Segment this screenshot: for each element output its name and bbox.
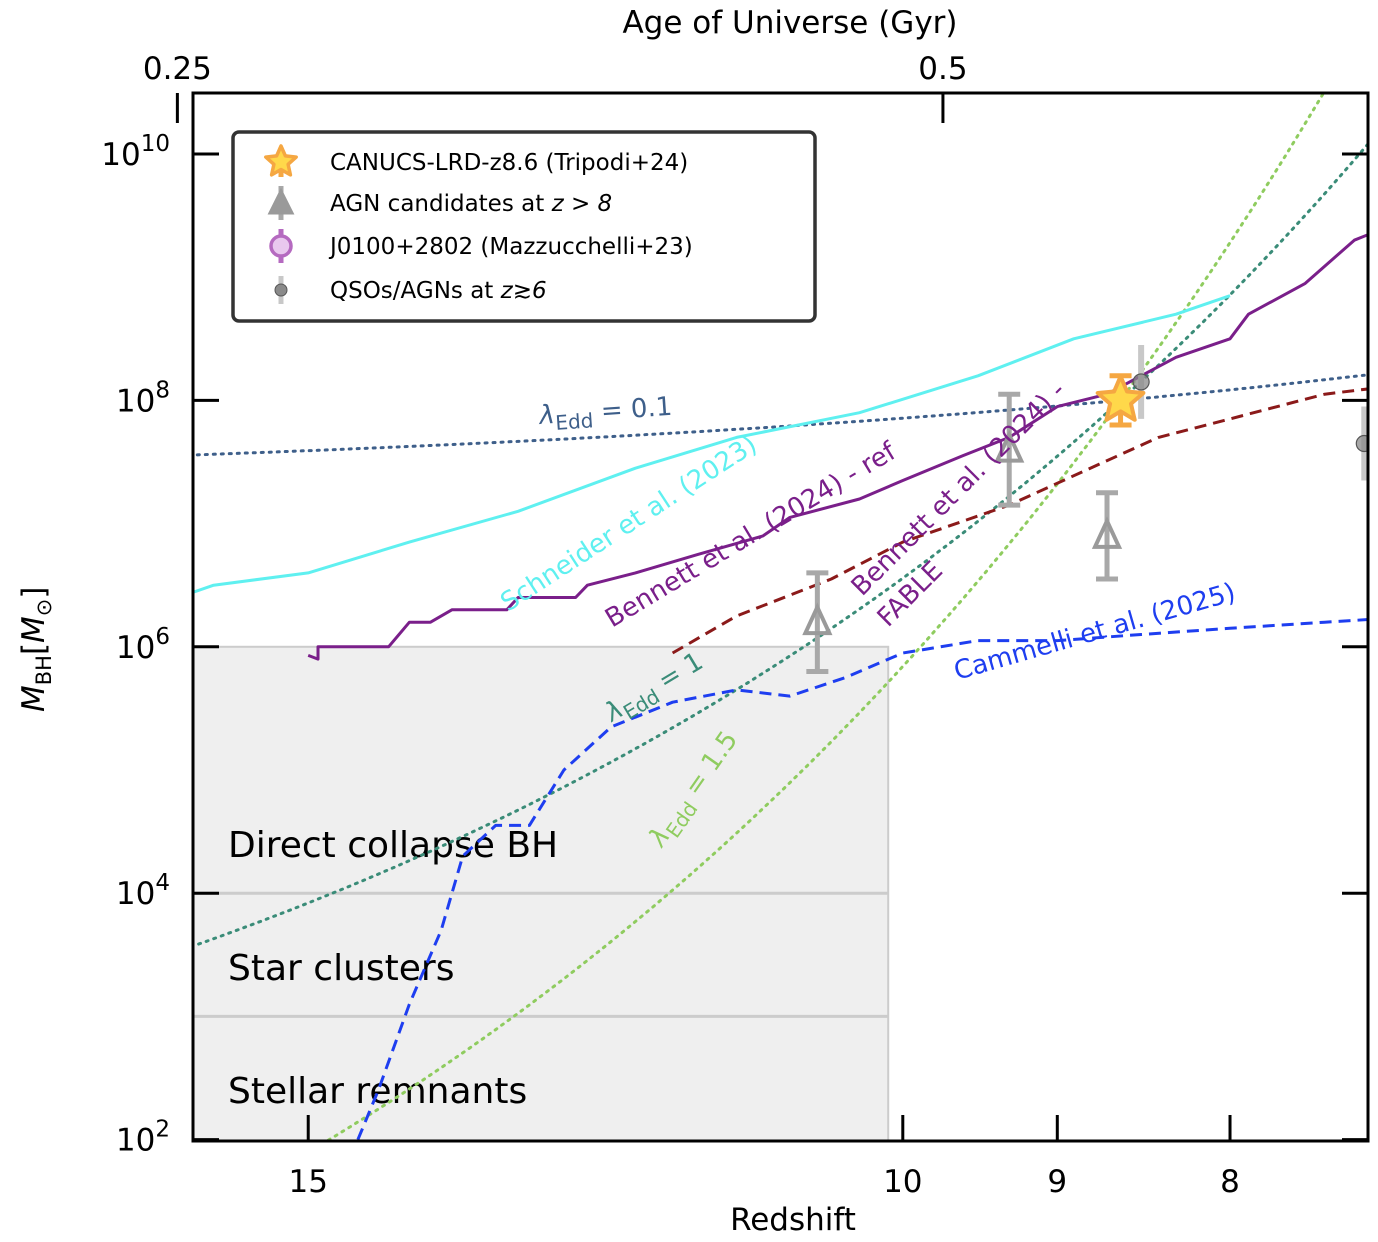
x-tick-label: 10: [883, 1164, 922, 1200]
y-tick-label: 108: [116, 377, 170, 419]
legend-label: QSOs/AGNs at z≳6: [330, 278, 547, 304]
legend-label: AGN candidates at z > 8: [330, 191, 612, 217]
agn-candidate-point: [802, 602, 833, 636]
agn-candidate-point: [1091, 516, 1123, 549]
model-curves: [193, 233, 1368, 1141]
seed-regions: Direct collapse BH Star clusters Stellar r…: [193, 645, 890, 1141]
data-points: [802, 344, 1368, 674]
eddington-track: [193, 373, 1368, 457]
seed-region-label: Star clusters: [228, 948, 454, 989]
model-curve: [193, 294, 1231, 594]
y-tick-label: 104: [116, 870, 170, 912]
seed-region-label: Stellar remnants: [228, 1071, 527, 1112]
top-tick-label: 0.5: [918, 51, 967, 87]
legend-triangle-marker: [267, 187, 295, 215]
y-tick-label: 106: [116, 624, 170, 666]
axes: 201510987610210410610810100.250.50.751.0…: [16, 5, 1370, 1238]
x-tick-label: 15: [288, 1164, 327, 1200]
qso-point: [1132, 373, 1150, 391]
y-tick-label: 102: [116, 1117, 170, 1159]
canucs-point: [1095, 374, 1146, 422]
eddington-track: [193, 141, 1368, 948]
model-curve: [307, 233, 1368, 661]
legend-box: [231, 130, 817, 323]
top-tick-label: 0.25: [143, 51, 212, 87]
legend: CANUCS-LRD-z8.6 (Tripodi+24) AGN candidat…: [231, 130, 817, 323]
legend-star-marker: [264, 144, 298, 177]
x-tick-label: 8: [1220, 1164, 1240, 1200]
legend-qso-marker: [274, 283, 288, 297]
label-schneider: Schneider et al. (2023): [495, 430, 762, 618]
legend-circle-marker: [269, 234, 293, 258]
model-curve: [356, 618, 1368, 1141]
agn-candidate-point: [994, 429, 1025, 463]
x-axis-title: Redshift: [730, 1202, 856, 1238]
plot-frame: [191, 91, 1370, 1143]
y-tick-label: 1010: [101, 131, 170, 173]
legend-label: J0100+2802 (Mazzucchelli+23): [328, 234, 693, 260]
y-axis-title: MBH[M⊙]: [16, 586, 56, 712]
legend-label: CANUCS-LRD-z8.6 (Tripodi+24): [330, 150, 688, 176]
qso-point: [1355, 434, 1368, 453]
seed-region-label: Direct collapse BH: [228, 825, 558, 866]
label-lambda-01: λEdd = 0.1: [536, 392, 673, 436]
x-tick-label: 9: [1047, 1164, 1067, 1200]
top-axis-title: Age of Universe (Gyr): [622, 5, 957, 41]
